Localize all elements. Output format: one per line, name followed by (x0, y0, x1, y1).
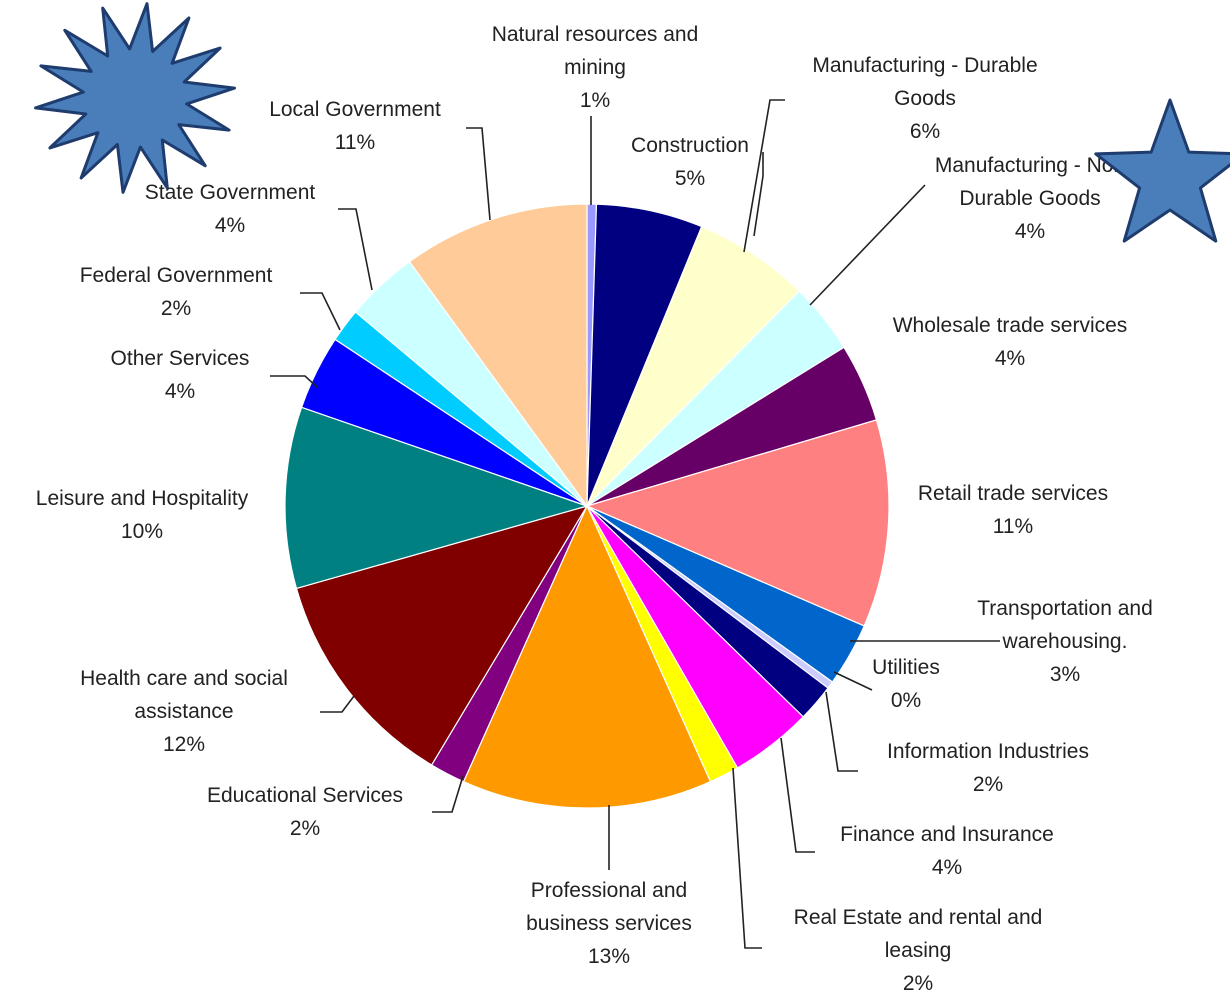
slice-label-line: Goods (894, 87, 956, 110)
slice-label-line: Other Services (111, 347, 250, 370)
slice-label-line: warehousing. (1002, 630, 1128, 653)
slice-label-manufacturing-durable-goods: Manufacturing - Durable Goods 6% (812, 54, 1037, 143)
slice-label-manufacturing-non-durable-goods: Manufacturing - Non Durable Goods 4% (935, 154, 1125, 243)
slice-percent: 4% (995, 347, 1025, 370)
leader-line-manufacturing-non-durable-goods (809, 184, 926, 306)
slice-label-health-care-and-social-assistance: Health care and social assistance 12% (80, 667, 288, 756)
leader-line-finance-and-insurance (780, 737, 815, 853)
slice-label-other-services: Other Services 4% (111, 347, 250, 403)
slice-percent: 4% (932, 856, 962, 879)
slice-label-line: Real Estate and rental and (794, 906, 1043, 929)
slice-label-line: mining (564, 56, 626, 79)
slice-percent: 4% (215, 214, 245, 237)
slice-percent: 2% (290, 817, 320, 840)
slice-label-retail-trade-services: Retail trade services 11% (918, 482, 1108, 538)
slice-label-information-industries: Information Industries 2% (887, 740, 1089, 796)
slice-label-line: leasing (885, 939, 952, 962)
slice-label-real-estate-and-rental-and-leasing: Real Estate and rental and leasing 2% (794, 906, 1043, 994)
pie-slice-leisure-and-hospitality (284, 406, 589, 590)
slice-percent: 2% (973, 773, 1003, 796)
leader-line-educational-services (432, 775, 464, 813)
slice-percent: 2% (161, 297, 191, 320)
slice-percent: 5% (675, 167, 705, 190)
pie-slice-manufacturing-durable-goods (586, 225, 801, 507)
slice-percent: 11% (993, 515, 1033, 538)
slice-label-line: Local Government (269, 98, 441, 121)
slice-label-line: assistance (134, 700, 233, 723)
slice-percent: 12% (163, 733, 205, 756)
slice-label-wholesale-trade-services: Wholesale trade services 4% (893, 314, 1128, 370)
slice-percent: 10% (121, 520, 163, 543)
leader-line-manufacturing-durable-goods (743, 99, 785, 253)
slice-label-finance-and-insurance: Finance and Insurance 4% (840, 823, 1054, 879)
slice-percent: 2% (903, 972, 933, 994)
leader-line-local-government (466, 127, 491, 221)
slice-label-utilities: Utilities 0% (872, 656, 940, 712)
pie-slice-health-care-and-social-assistance (295, 505, 589, 766)
slice-percent: 11% (335, 131, 375, 154)
slice-label-educational-services: Educational Services 2% (207, 784, 403, 840)
pie-slices (284, 203, 890, 809)
star-icon (1094, 98, 1230, 243)
slice-label-leisure-and-hospitality: Leisure and Hospitality 10% (36, 487, 249, 543)
slice-label-line: Transportation and (977, 597, 1153, 620)
slice-label-line: Information Industries (887, 740, 1089, 763)
slice-label-line: Natural resources and (492, 23, 699, 46)
slice-percent: 13% (588, 945, 630, 968)
slice-label-natural-resources-and-mining: Natural resources and mining 1% (492, 23, 699, 112)
slice-label-local-government: Local Government 11% (269, 98, 441, 154)
leader-line-information-industries (825, 691, 858, 772)
slice-percent: 6% (910, 120, 940, 143)
leader-lines (270, 99, 1000, 949)
slice-percent: 4% (165, 380, 195, 403)
slice-label-line: Durable Goods (959, 187, 1100, 210)
slice-label-line: Health care and social (80, 667, 288, 690)
slice-percent: 0% (891, 689, 921, 712)
slice-percent: 4% (1015, 220, 1045, 243)
slice-label-line: Professional and (531, 879, 687, 902)
slice-label-construction: Construction 5% (631, 134, 749, 190)
slice-labels: Natural resources and mining 1% Constructio… (36, 23, 1153, 994)
pie-slice-retail-trade-services (585, 419, 890, 627)
pie-slice-local-government (408, 203, 588, 508)
slice-label-line: Manufacturing - Durable (812, 54, 1037, 77)
leader-line-other-services (270, 375, 319, 389)
slice-label-line: Leisure and Hospitality (36, 487, 249, 510)
slice-label-line: State Government (145, 181, 316, 204)
slice-label-line: Educational Services (207, 784, 403, 807)
slice-label-line: Manufacturing - Non (935, 154, 1125, 177)
leader-line-real-estate-and-rental-and-leasing (732, 767, 762, 949)
slice-label-line: business services (526, 912, 692, 935)
leader-line-construction (753, 152, 764, 237)
slice-percent: 3% (1050, 663, 1080, 686)
leader-line-state-government (338, 208, 373, 291)
slice-label-line: Utilities (872, 656, 940, 679)
slice-label-line: Wholesale trade services (893, 314, 1128, 337)
pie-slice-professional-and-business-services (462, 504, 712, 809)
leader-line-health-care-and-social-assistance (320, 695, 355, 713)
slice-label-line: Finance and Insurance (840, 823, 1054, 846)
slice-label-state-government: State Government 4% (145, 181, 316, 237)
slice-label-line: Construction (631, 134, 749, 157)
slice-label-line: Retail trade services (918, 482, 1108, 505)
slice-percent: 1% (580, 89, 610, 112)
slice-label-line: Federal Government (80, 264, 273, 287)
burst-icon (34, 2, 236, 194)
slice-label-transportation-and-warehousing: Transportation and warehousing. 3% (977, 597, 1153, 686)
slice-label-professional-and-business-services: Professional and business services 13% (526, 879, 692, 968)
leader-line-federal-government (300, 292, 341, 331)
leader-line-utilities (833, 671, 873, 691)
slice-label-federal-government: Federal Government 2% (80, 264, 273, 320)
